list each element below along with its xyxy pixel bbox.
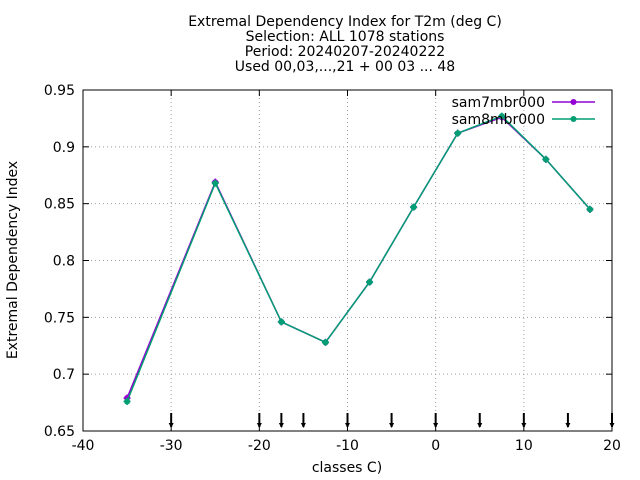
legend-marker bbox=[570, 116, 577, 122]
class-marker-arrowhead bbox=[521, 423, 527, 428]
x-tick-label: -20 bbox=[248, 438, 271, 454]
class-marker-arrowhead bbox=[389, 423, 395, 428]
y-tick-label: 0.8 bbox=[53, 254, 75, 270]
legend-label: sam8mbr000 bbox=[452, 112, 545, 128]
series-line bbox=[126, 115, 591, 402]
x-tick-label: -30 bbox=[160, 438, 183, 454]
plot-frame bbox=[82, 89, 613, 432]
series-1 bbox=[123, 113, 594, 402]
title-line-4: Used 00,03,...,21 + 00 03 ... 48 bbox=[235, 59, 455, 75]
title-line-2: Selection: ALL 1078 stations bbox=[246, 29, 445, 45]
y-axis-label: Extremal Dependency Index bbox=[5, 161, 21, 359]
x-axis-ticks: -40 -30 -20 -10 0 10 20 bbox=[72, 90, 621, 454]
class-markers bbox=[168, 413, 615, 428]
y-tick-label: 0.85 bbox=[44, 197, 75, 213]
y-tick-label: 0.75 bbox=[44, 310, 75, 326]
class-marker-arrowhead bbox=[256, 423, 262, 428]
y-tick-label: 0.65 bbox=[44, 424, 75, 440]
x-tick-label: 10 bbox=[515, 438, 533, 454]
class-marker-arrowhead bbox=[278, 423, 284, 428]
y-tick-label: 0.7 bbox=[53, 367, 75, 383]
title-line-1: Extremal Dependency Index for T2m (deg C… bbox=[188, 14, 502, 30]
title-line-3: Period: 20240207-20240222 bbox=[245, 44, 445, 60]
series-2 bbox=[123, 112, 594, 405]
x-tick-label: 0 bbox=[431, 438, 440, 454]
grid-lines bbox=[83, 90, 612, 431]
x-tick-label: 20 bbox=[603, 438, 621, 454]
chart-title: Extremal Dependency Index for T2m (deg C… bbox=[188, 14, 502, 75]
class-marker-arrowhead bbox=[168, 423, 174, 428]
x-axis-label: classes C) bbox=[312, 460, 382, 476]
class-marker-arrowhead bbox=[565, 423, 571, 428]
x-tick-label: -10 bbox=[336, 438, 359, 454]
class-marker-arrowhead bbox=[345, 423, 350, 428]
class-marker-arrowhead bbox=[300, 423, 306, 428]
y-axis-ticks: 0.65 0.7 0.75 0.8 0.85 0.9 0.95 bbox=[44, 83, 612, 440]
series-lines bbox=[123, 112, 594, 405]
class-marker-arrowhead bbox=[433, 423, 439, 428]
series-line bbox=[126, 116, 591, 399]
legend-marker bbox=[570, 99, 577, 105]
legend-label: sam7mbr000 bbox=[452, 95, 545, 111]
class-marker-arrowhead bbox=[477, 423, 483, 428]
y-tick-label: 0.95 bbox=[44, 83, 75, 99]
x-tick-label: -40 bbox=[72, 438, 95, 454]
y-tick-label: 0.9 bbox=[53, 140, 75, 156]
